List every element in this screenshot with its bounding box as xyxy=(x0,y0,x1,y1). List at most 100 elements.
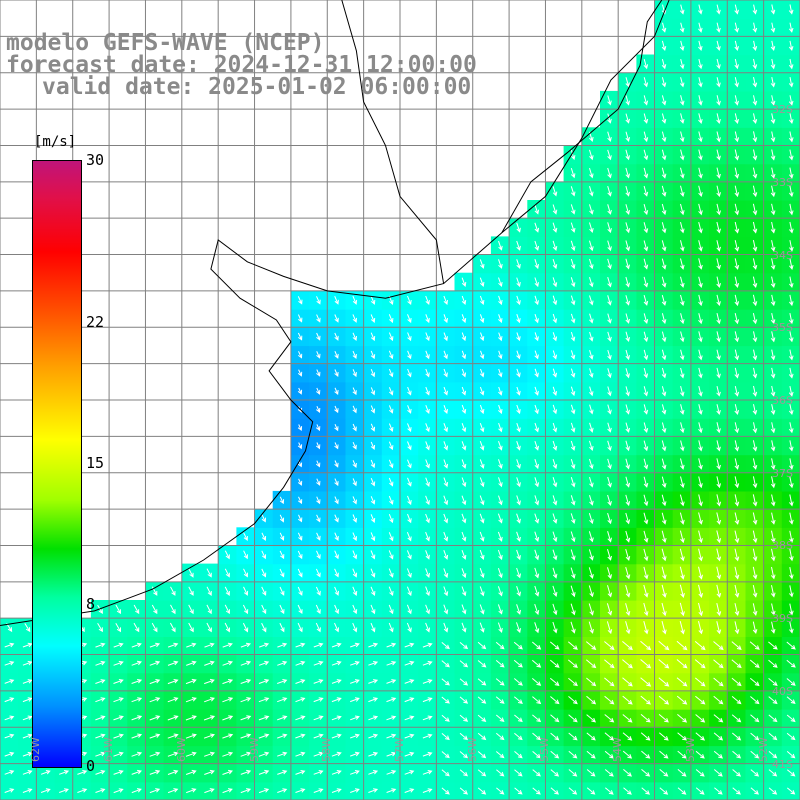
wind-arrow xyxy=(661,131,667,143)
wind-arrow xyxy=(698,602,703,617)
wind-arrow xyxy=(331,715,342,721)
wind-arrow xyxy=(334,442,339,450)
wind-arrow xyxy=(734,294,740,307)
wind-arrow xyxy=(113,715,124,721)
wind-arrow xyxy=(679,95,685,106)
wind-arrow xyxy=(731,714,742,723)
wind-arrow xyxy=(770,621,776,634)
wind-arrow xyxy=(461,295,467,305)
wind-arrow xyxy=(694,641,706,651)
wind-arrow xyxy=(313,660,324,666)
wind-arrow xyxy=(4,751,15,757)
wind-arrow xyxy=(643,185,649,197)
wind-arrow xyxy=(534,386,539,396)
wind-arrow xyxy=(297,532,303,541)
wind-arrow xyxy=(625,494,631,507)
wind-arrow xyxy=(461,459,467,469)
wind-arrow xyxy=(459,732,468,741)
wind-arrow xyxy=(552,585,558,598)
wind-arrow xyxy=(279,586,285,596)
wind-arrow xyxy=(297,369,303,377)
wind-arrow xyxy=(661,620,667,635)
wind-arrow xyxy=(734,167,740,179)
wind-arrow xyxy=(698,22,703,33)
wind-arrow xyxy=(679,602,685,617)
wind-arrow xyxy=(368,679,379,684)
wind-arrow xyxy=(752,22,758,33)
latitude-label: 38S xyxy=(772,539,793,553)
wind-arrow xyxy=(477,696,487,704)
wind-arrow xyxy=(113,788,124,794)
wind-arrow xyxy=(770,95,776,106)
wind-arrow xyxy=(625,512,631,525)
wind-arrow xyxy=(770,221,776,234)
wind-arrow xyxy=(22,642,33,648)
wind-arrow xyxy=(407,495,412,506)
wind-arrow xyxy=(734,603,740,617)
wind-arrow xyxy=(661,566,667,580)
wind-arrow xyxy=(534,549,540,561)
wind-arrow xyxy=(261,622,267,633)
wind-arrow xyxy=(643,386,649,397)
wind-arrow xyxy=(658,659,670,669)
wind-arrow xyxy=(770,530,776,544)
wind-arrow xyxy=(661,149,667,161)
wind-arrow xyxy=(443,295,448,305)
wind-arrow xyxy=(716,276,721,289)
wind-arrow xyxy=(477,732,487,741)
latitude-label: 33S xyxy=(772,175,793,189)
wind-arrow xyxy=(734,349,740,361)
wind-arrow xyxy=(770,331,776,343)
wind-arrow xyxy=(479,314,485,324)
wind-arrow xyxy=(607,276,612,288)
wind-arrow xyxy=(570,240,576,252)
wind-arrow xyxy=(422,788,433,793)
wind-arrow xyxy=(677,769,687,777)
wind-arrow xyxy=(734,621,740,635)
wind-arrow xyxy=(479,404,485,415)
wind-arrow xyxy=(789,567,794,580)
wind-arrow xyxy=(334,296,339,305)
wind-arrow xyxy=(570,295,576,306)
wind-arrow xyxy=(443,586,449,597)
longitude-label: 58W xyxy=(320,737,334,762)
wind-arrow xyxy=(386,788,397,793)
wind-arrow xyxy=(659,769,669,777)
wind-arrow xyxy=(386,697,397,703)
wind-arrow xyxy=(534,440,539,451)
wind-arrow xyxy=(750,787,759,795)
wind-arrow xyxy=(770,131,776,143)
wind-arrow xyxy=(131,788,142,794)
wind-arrow xyxy=(185,715,197,721)
wind-arrow xyxy=(588,621,594,634)
wind-arrow xyxy=(443,332,448,342)
wind-arrow xyxy=(661,40,667,52)
wind-arrow xyxy=(516,222,521,233)
wind-arrow xyxy=(679,620,685,635)
wind-arrow xyxy=(261,568,267,578)
wind-arrow xyxy=(407,314,412,324)
wind-arrow xyxy=(22,679,33,684)
wind-arrow xyxy=(316,478,321,486)
wind-arrow xyxy=(388,550,394,560)
wind-arrow xyxy=(552,368,558,378)
wind-arrow xyxy=(625,548,631,561)
wind-arrow xyxy=(443,459,449,469)
colorbar-tick-label: 15 xyxy=(86,454,105,472)
wind-arrow xyxy=(770,385,776,397)
wind-arrow xyxy=(113,697,124,703)
wind-arrow xyxy=(242,622,249,633)
border-line xyxy=(501,0,663,233)
wind-arrow xyxy=(752,203,758,216)
wind-arrow xyxy=(752,167,758,179)
wind-arrow xyxy=(388,514,394,524)
wind-arrow xyxy=(386,770,397,775)
wind-arrow xyxy=(643,240,649,252)
wind-arrow xyxy=(749,677,760,687)
wind-arrow xyxy=(789,530,794,544)
wind-arrow xyxy=(661,440,667,452)
wind-arrow xyxy=(643,131,649,143)
wind-arrow xyxy=(4,788,15,793)
wind-arrow xyxy=(206,604,212,615)
wind-arrow xyxy=(622,677,633,687)
